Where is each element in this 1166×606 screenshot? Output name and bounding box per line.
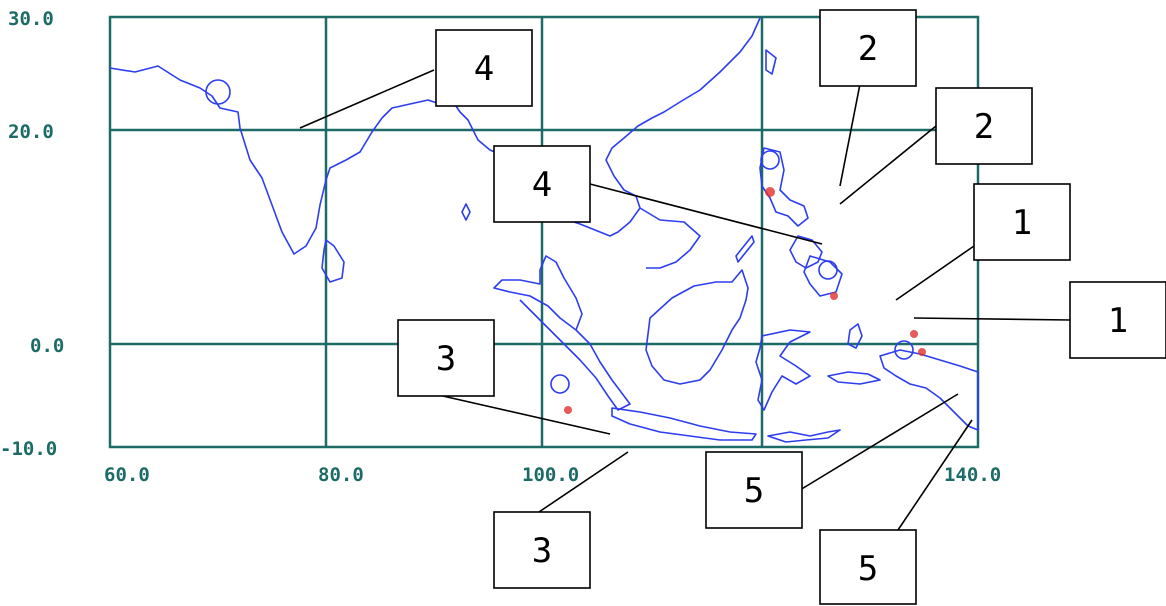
callout-label: 2: [858, 29, 878, 69]
marker: [918, 348, 926, 356]
leader-line: [433, 393, 611, 435]
leader-line: [913, 317, 1071, 321]
callout-box: 5: [819, 529, 917, 605]
coast-vietnam: [639, 207, 701, 269]
callout-box: 3: [397, 319, 495, 397]
coast-lesser-sunda: [767, 429, 841, 443]
x-tick-label: 60.0: [104, 464, 150, 486]
callout-leaders: [299, 69, 1071, 531]
coast-sri-lanka: [321, 239, 345, 283]
circled-locations: [550, 150, 914, 394]
leader-line: [299, 69, 435, 129]
x-tick-label: 100.0: [522, 464, 579, 486]
x-tick-label: 140.0: [944, 464, 1001, 486]
marker: [830, 292, 838, 300]
coast-sumatra: [519, 299, 631, 411]
leader-line: [799, 393, 959, 491]
marker: [765, 187, 775, 197]
marker: [564, 406, 572, 414]
coast-halmahera: [847, 323, 863, 349]
y-tick-label: 20.0: [8, 121, 54, 143]
coast-palawan: [735, 235, 755, 263]
y-tick-label: 30.0: [8, 8, 54, 30]
coast-borneo: [645, 269, 749, 385]
coast-gujarat-circle: [205, 79, 231, 105]
coast-india-mainland: [109, 17, 761, 255]
callout-box: 2: [819, 9, 917, 87]
coast-java: [611, 407, 757, 441]
x-tick-label: 80.0: [318, 464, 364, 486]
coast-andaman: [461, 203, 471, 221]
leader-line: [839, 125, 937, 205]
callout-label: 1: [1108, 301, 1128, 341]
callout-label: 2: [974, 107, 994, 147]
callout-label: 3: [436, 339, 456, 379]
y-tick-label: -10.0: [0, 438, 57, 460]
circle-marker: [760, 150, 780, 170]
coast-philippines-mindanao: [803, 255, 843, 297]
coast-philippines-visayas: [789, 235, 823, 269]
callout-label: 3: [532, 531, 552, 571]
marker: [910, 330, 918, 338]
callout-label: 1: [1012, 203, 1032, 243]
callout-box: 3: [493, 511, 591, 589]
y-tick-label: 0.0: [30, 335, 64, 357]
leader-line: [897, 419, 973, 531]
circle-marker: [818, 260, 838, 280]
coast-timor: [827, 371, 881, 385]
callout-box: 4: [493, 145, 591, 223]
leader-line: [839, 83, 861, 187]
leader-line: [589, 183, 823, 245]
coast-malay-peninsula: [493, 255, 583, 331]
callout-boxes: 4 2 2 4 1 1 3 3: [397, 9, 1166, 605]
highlight-markers: [564, 187, 926, 414]
callout-box: 4: [435, 29, 533, 107]
coast-new-guinea: [879, 349, 979, 431]
callout-label: 4: [532, 165, 552, 205]
callout-label: 5: [744, 471, 764, 511]
callout-box: 1: [1069, 281, 1166, 359]
callout-label: 5: [858, 549, 878, 589]
coast-sulawesi: [755, 329, 811, 411]
callout-box: 5: [705, 451, 803, 529]
callout-box: 1: [973, 183, 1071, 261]
circle-marker: [550, 374, 570, 394]
callout-box: 2: [935, 87, 1033, 165]
leader-line: [535, 451, 629, 515]
coast-taiwan: [765, 49, 777, 75]
leader-line: [895, 245, 975, 301]
callout-label: 4: [474, 49, 494, 89]
coast-philippines-luzon: [759, 147, 809, 227]
circle-marker: [894, 340, 914, 360]
